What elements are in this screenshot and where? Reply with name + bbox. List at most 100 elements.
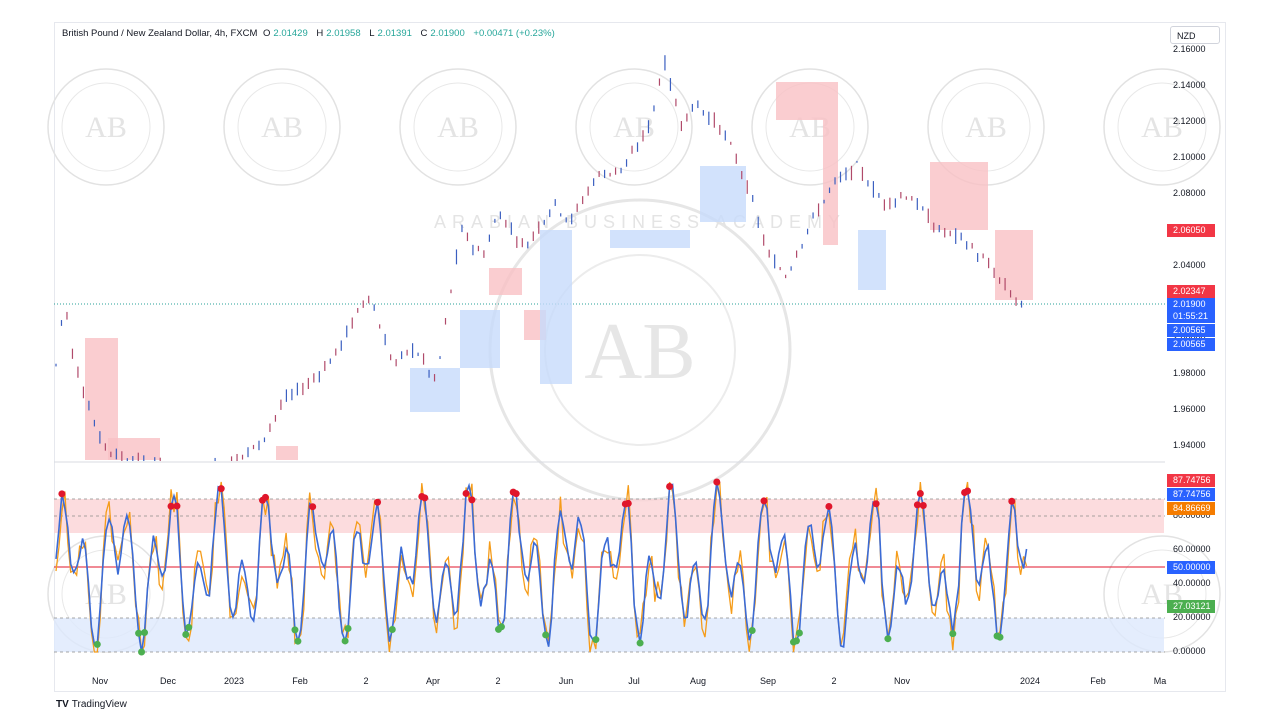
watermark-ring-inner (589, 82, 679, 172)
supply-zone (276, 446, 298, 460)
price-tick-label: 1.96000 (1173, 404, 1206, 414)
osc-oversold-dot (185, 623, 193, 631)
osc-tag-upper-b: 87.74756 (1167, 488, 1215, 501)
osc-overbought-dot (760, 497, 768, 505)
osc-overbought-dot (872, 500, 880, 508)
oversold-band (54, 618, 1164, 652)
candles (55, 55, 1023, 461)
watermark-ring (223, 68, 341, 186)
tag-lower-pivot-2: 2.00565 (1167, 338, 1215, 351)
osc-oversold-dot (949, 630, 957, 638)
demand-zone (610, 230, 690, 248)
watermark-ring-inner (61, 82, 151, 172)
low-value: 2.01391 (377, 28, 412, 39)
osc-tag-low: 27.03121 (1167, 600, 1215, 613)
osc-tick-label: 40.00000 (1173, 578, 1211, 588)
osc-oversold-dot (748, 627, 756, 635)
osc-overbought-dot (261, 493, 269, 501)
price-tick-label: 1.98000 (1173, 368, 1206, 378)
osc-oversold-dot (135, 629, 143, 637)
symbol-header: British Pound / New Zealand Dollar, 4h, … (62, 28, 555, 39)
time-tick-label: Feb (1090, 676, 1106, 686)
watermark-arc-text: ARABIAN BUSINESS ACADEMY (434, 212, 846, 232)
tag-lower-pivot: 2.00565 (1167, 324, 1215, 337)
osc-oversold-dot (141, 629, 148, 637)
demand-zone (540, 230, 572, 384)
supply-zone (108, 438, 160, 460)
osc-overbought-dot (309, 503, 317, 511)
watermark-ring-inner (413, 82, 503, 172)
time-tick-label: 2024 (1019, 676, 1041, 686)
osc-overbought-dot (468, 496, 476, 504)
osc-overbought-dot (666, 483, 674, 491)
supply-zone (776, 82, 838, 120)
osc-oversold-dot (344, 624, 352, 632)
tv-logo-icon: TV (56, 699, 69, 710)
osc-overbought-dot (512, 490, 520, 498)
osc-tick-label: 0.00000 (1173, 646, 1206, 656)
watermark-initials: AB (437, 111, 479, 144)
time-tick-label: Apr (425, 676, 441, 686)
supply-zone (930, 162, 988, 230)
osc-overbought-dot (173, 502, 181, 510)
osc-tag-upper-a: 87.74756 (1167, 474, 1215, 487)
time-tick-label: Jun (558, 676, 574, 686)
osc-overbought-dot (919, 501, 927, 509)
currency-button[interactable]: NZD (1170, 26, 1220, 44)
watermark-ring (47, 68, 165, 186)
osc-overbought-dot (913, 501, 921, 509)
symbol-title: British Pound / New Zealand Dollar, 4h, … (62, 28, 258, 39)
price-tick-label: 2.08000 (1173, 188, 1206, 198)
osc-oversold-dot (792, 637, 800, 645)
osc-overbought-dot (167, 502, 175, 510)
osc-overbought-dot (825, 502, 833, 510)
osc-overbought-dot (624, 499, 632, 507)
watermark-ring (575, 68, 693, 186)
osc-oversold-dot (592, 636, 600, 644)
time-tick-label: Sep (759, 676, 777, 686)
price-tick-label: 1.94000 (1173, 440, 1206, 450)
osc-overbought-dot (916, 489, 924, 497)
osc-oversold-dot (182, 630, 190, 638)
watermark-ring (399, 68, 517, 186)
watermark-initials: AB (85, 111, 127, 144)
time-tick-label: 2023 (223, 676, 245, 686)
osc-overbought-dot (217, 485, 225, 493)
change-value: +0.00471 (+0.23%) (473, 28, 555, 39)
osc-tick-label: 60.00000 (1173, 544, 1211, 554)
supply-zone (823, 120, 838, 245)
price-tick-label: 2.12000 (1173, 116, 1206, 126)
chart-frame[interactable] (54, 22, 1226, 692)
close-value: 2.01900 (430, 28, 465, 39)
osc-oversold-dot (388, 625, 396, 633)
osc-overbought-dot (713, 478, 721, 486)
watermark-ring-inner (237, 82, 327, 172)
watermark-initials: AB (1141, 111, 1183, 144)
supply-zone (489, 268, 522, 295)
osc-oversold-dot (542, 631, 550, 639)
demand-zone (460, 310, 500, 368)
osc-oversold-dot (884, 635, 892, 643)
osc-overbought-dot (58, 490, 66, 498)
tag-upper-zone: 2.06050 (1167, 224, 1215, 237)
tradingview-logo[interactable]: TV TradingView (56, 699, 127, 710)
osc-oversold-dot (138, 648, 146, 656)
time-tick-label: Ma (1153, 676, 1167, 686)
demand-zone (858, 230, 886, 290)
watermark-big-initials: AB (584, 308, 695, 396)
time-tick-label: Nov (91, 676, 109, 686)
demand-zone (700, 166, 746, 222)
price-tick-label: 2.16000 (1173, 44, 1206, 54)
watermark-initials: AB (85, 578, 127, 611)
osc-oversold-dot (497, 623, 505, 631)
osc-overbought-dot (421, 494, 429, 502)
osc-tick-label: 20.00000 (1173, 612, 1211, 622)
watermark-initials: AB (261, 111, 303, 144)
price-tick-label: 2.04000 (1173, 260, 1206, 270)
watermark-ring-inner (1117, 82, 1207, 172)
osc-oversold-dot (93, 640, 101, 648)
time-tick-label: 2 (363, 676, 369, 686)
osc-overbought-dot (462, 489, 470, 497)
osc-overbought-dot (374, 498, 382, 506)
